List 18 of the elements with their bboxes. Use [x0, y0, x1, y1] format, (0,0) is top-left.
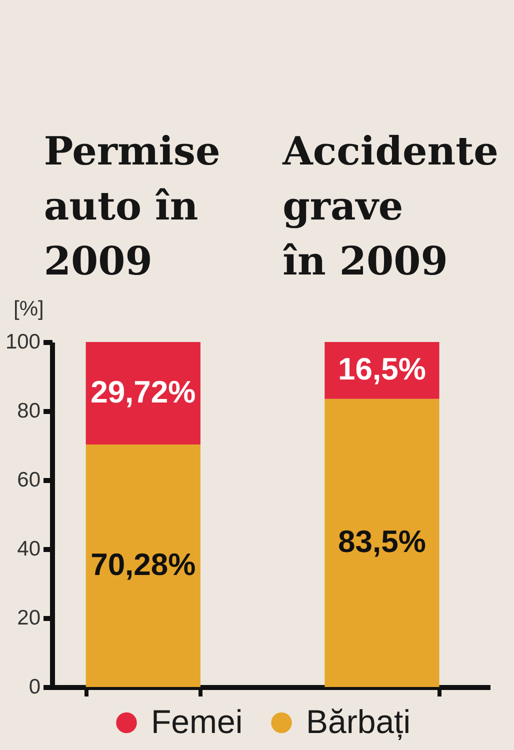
data-label: 16,5% — [338, 351, 426, 386]
legend-label: Bărbați — [306, 702, 411, 740]
y-tick-label: 20 — [17, 606, 40, 630]
y-tick-label: 0 — [28, 676, 40, 698]
data-label: 70,28% — [90, 546, 196, 582]
y-tick-label: 60 — [17, 468, 40, 492]
y-tick-label: 40 — [17, 538, 40, 560]
bar — [86, 444, 200, 687]
legend-label: Femei — [151, 702, 243, 740]
bar — [86, 342, 200, 445]
data-label: 29,72% — [90, 374, 196, 410]
y-tick-label: 80 — [17, 400, 40, 422]
y-tick-label: 100 — [5, 330, 40, 354]
x-tick-label: Accidente grave în 2009 — [282, 128, 498, 284]
bar — [324, 398, 440, 687]
x-tick-label: Permise auto în 2009 — [44, 128, 220, 284]
data-label: 83,5% — [338, 524, 426, 559]
y-axis-title: [%] — [14, 298, 44, 320]
